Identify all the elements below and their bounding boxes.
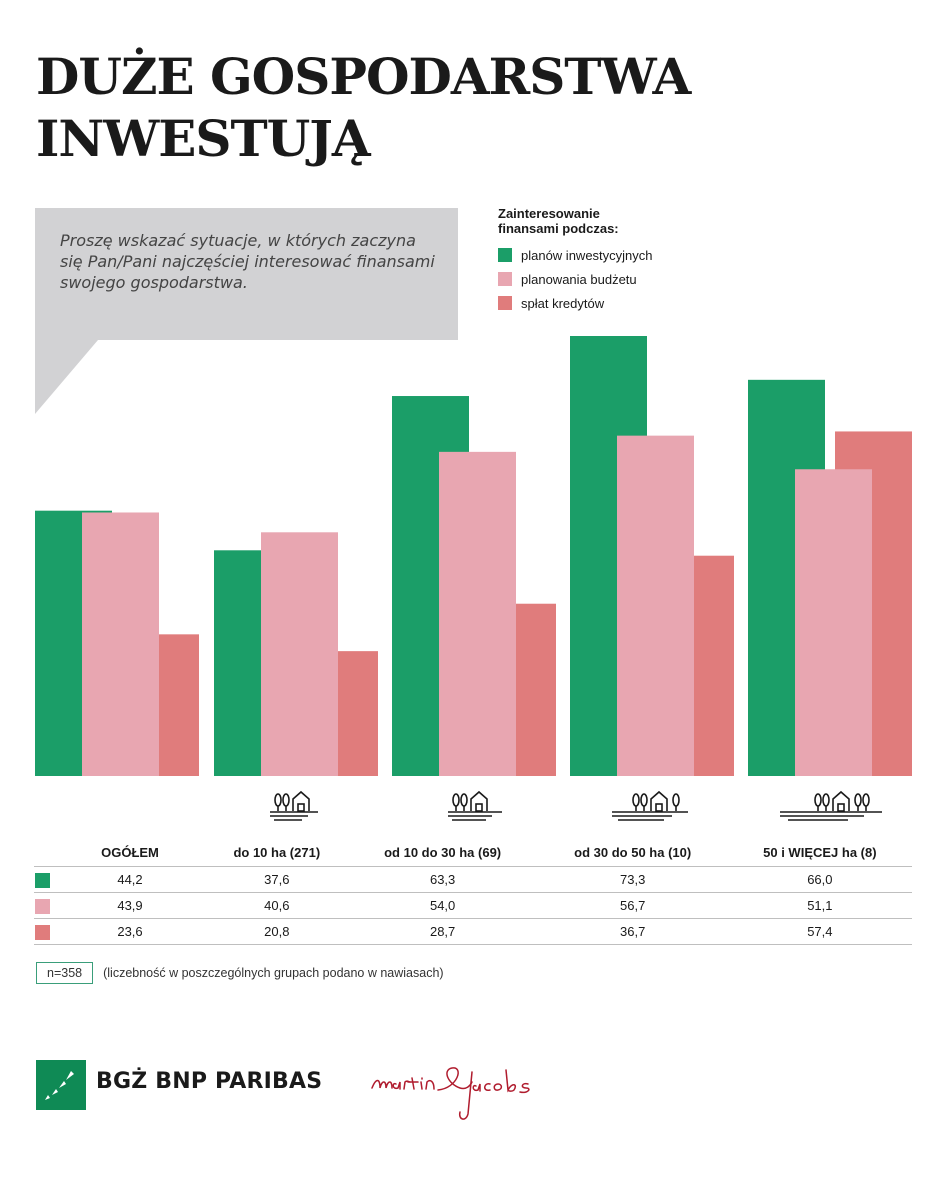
farm-large-icon (612, 790, 688, 821)
farm-xlarge-icon (780, 790, 882, 821)
table-row: 44,2 37,6 63,3 73,3 66,0 (34, 866, 912, 893)
table-row: 43,9 40,6 54,0 56,7 51,1 (34, 892, 912, 919)
legend-item-investment: planów inwestycyjnych (498, 243, 653, 267)
legend-item-credit: spłat kredytów (498, 291, 653, 315)
sample-note-text: (liczebność w poszczególnych grupach pod… (103, 966, 444, 980)
farm-small-icon (270, 790, 318, 821)
row-swatch-green (35, 872, 50, 888)
agency-signature-logo (371, 1067, 530, 1120)
title-line-2: INWESTUJĄ (36, 109, 371, 168)
row-swatch-red (35, 924, 50, 940)
row-swatch-pink (35, 898, 50, 914)
legend-swatch-green (498, 248, 512, 262)
table-row: 23,6 20,8 28,7 36,7 57,4 (34, 918, 912, 945)
bar-budget (795, 469, 872, 776)
bar-chart (35, 336, 912, 776)
table-header: OGÓŁEM (101, 844, 159, 860)
bar-budget (617, 435, 694, 776)
legend: Zainteresowanie finansami podczas: planó… (498, 206, 653, 315)
farm-medium-icon (448, 790, 502, 821)
table-header: od 30 do 50 ha (10) (574, 844, 692, 860)
sample-note: n=358 (liczebność w poszczególnych grupa… (36, 962, 444, 984)
table-header: do 10 ha (271) (233, 844, 321, 860)
title-line-1: DUŻE GOSPODARSTWA (36, 47, 691, 106)
sample-size-badge: n=358 (36, 962, 94, 984)
legend-swatch-pink (498, 272, 512, 286)
page-title: DUŻE GOSPODARSTWA INWESTUJĄ (36, 46, 691, 170)
legend-swatch-red (498, 296, 512, 310)
data-table: OGÓŁEM do 10 ha (271) od 10 do 30 ha (69… (34, 838, 912, 945)
bank-logo-icon (36, 1060, 86, 1110)
table-header: 50 i WIĘCEJ ha (8) (763, 844, 877, 860)
survey-question: Proszę wskazać sytuacje, w których zaczy… (60, 231, 435, 292)
legend-title: Zainteresowanie finansami podczas: (498, 206, 619, 236)
bar-budget (82, 512, 159, 776)
legend-item-budget: planowania budżetu (498, 267, 653, 291)
table-header: od 10 do 30 ha (69) (384, 844, 502, 860)
speech-bubble (35, 208, 458, 414)
bar-budget (261, 532, 338, 776)
bar-budget (439, 451, 516, 776)
bank-name-logo: BGŻ BNP PARIBAS (96, 1069, 323, 1094)
